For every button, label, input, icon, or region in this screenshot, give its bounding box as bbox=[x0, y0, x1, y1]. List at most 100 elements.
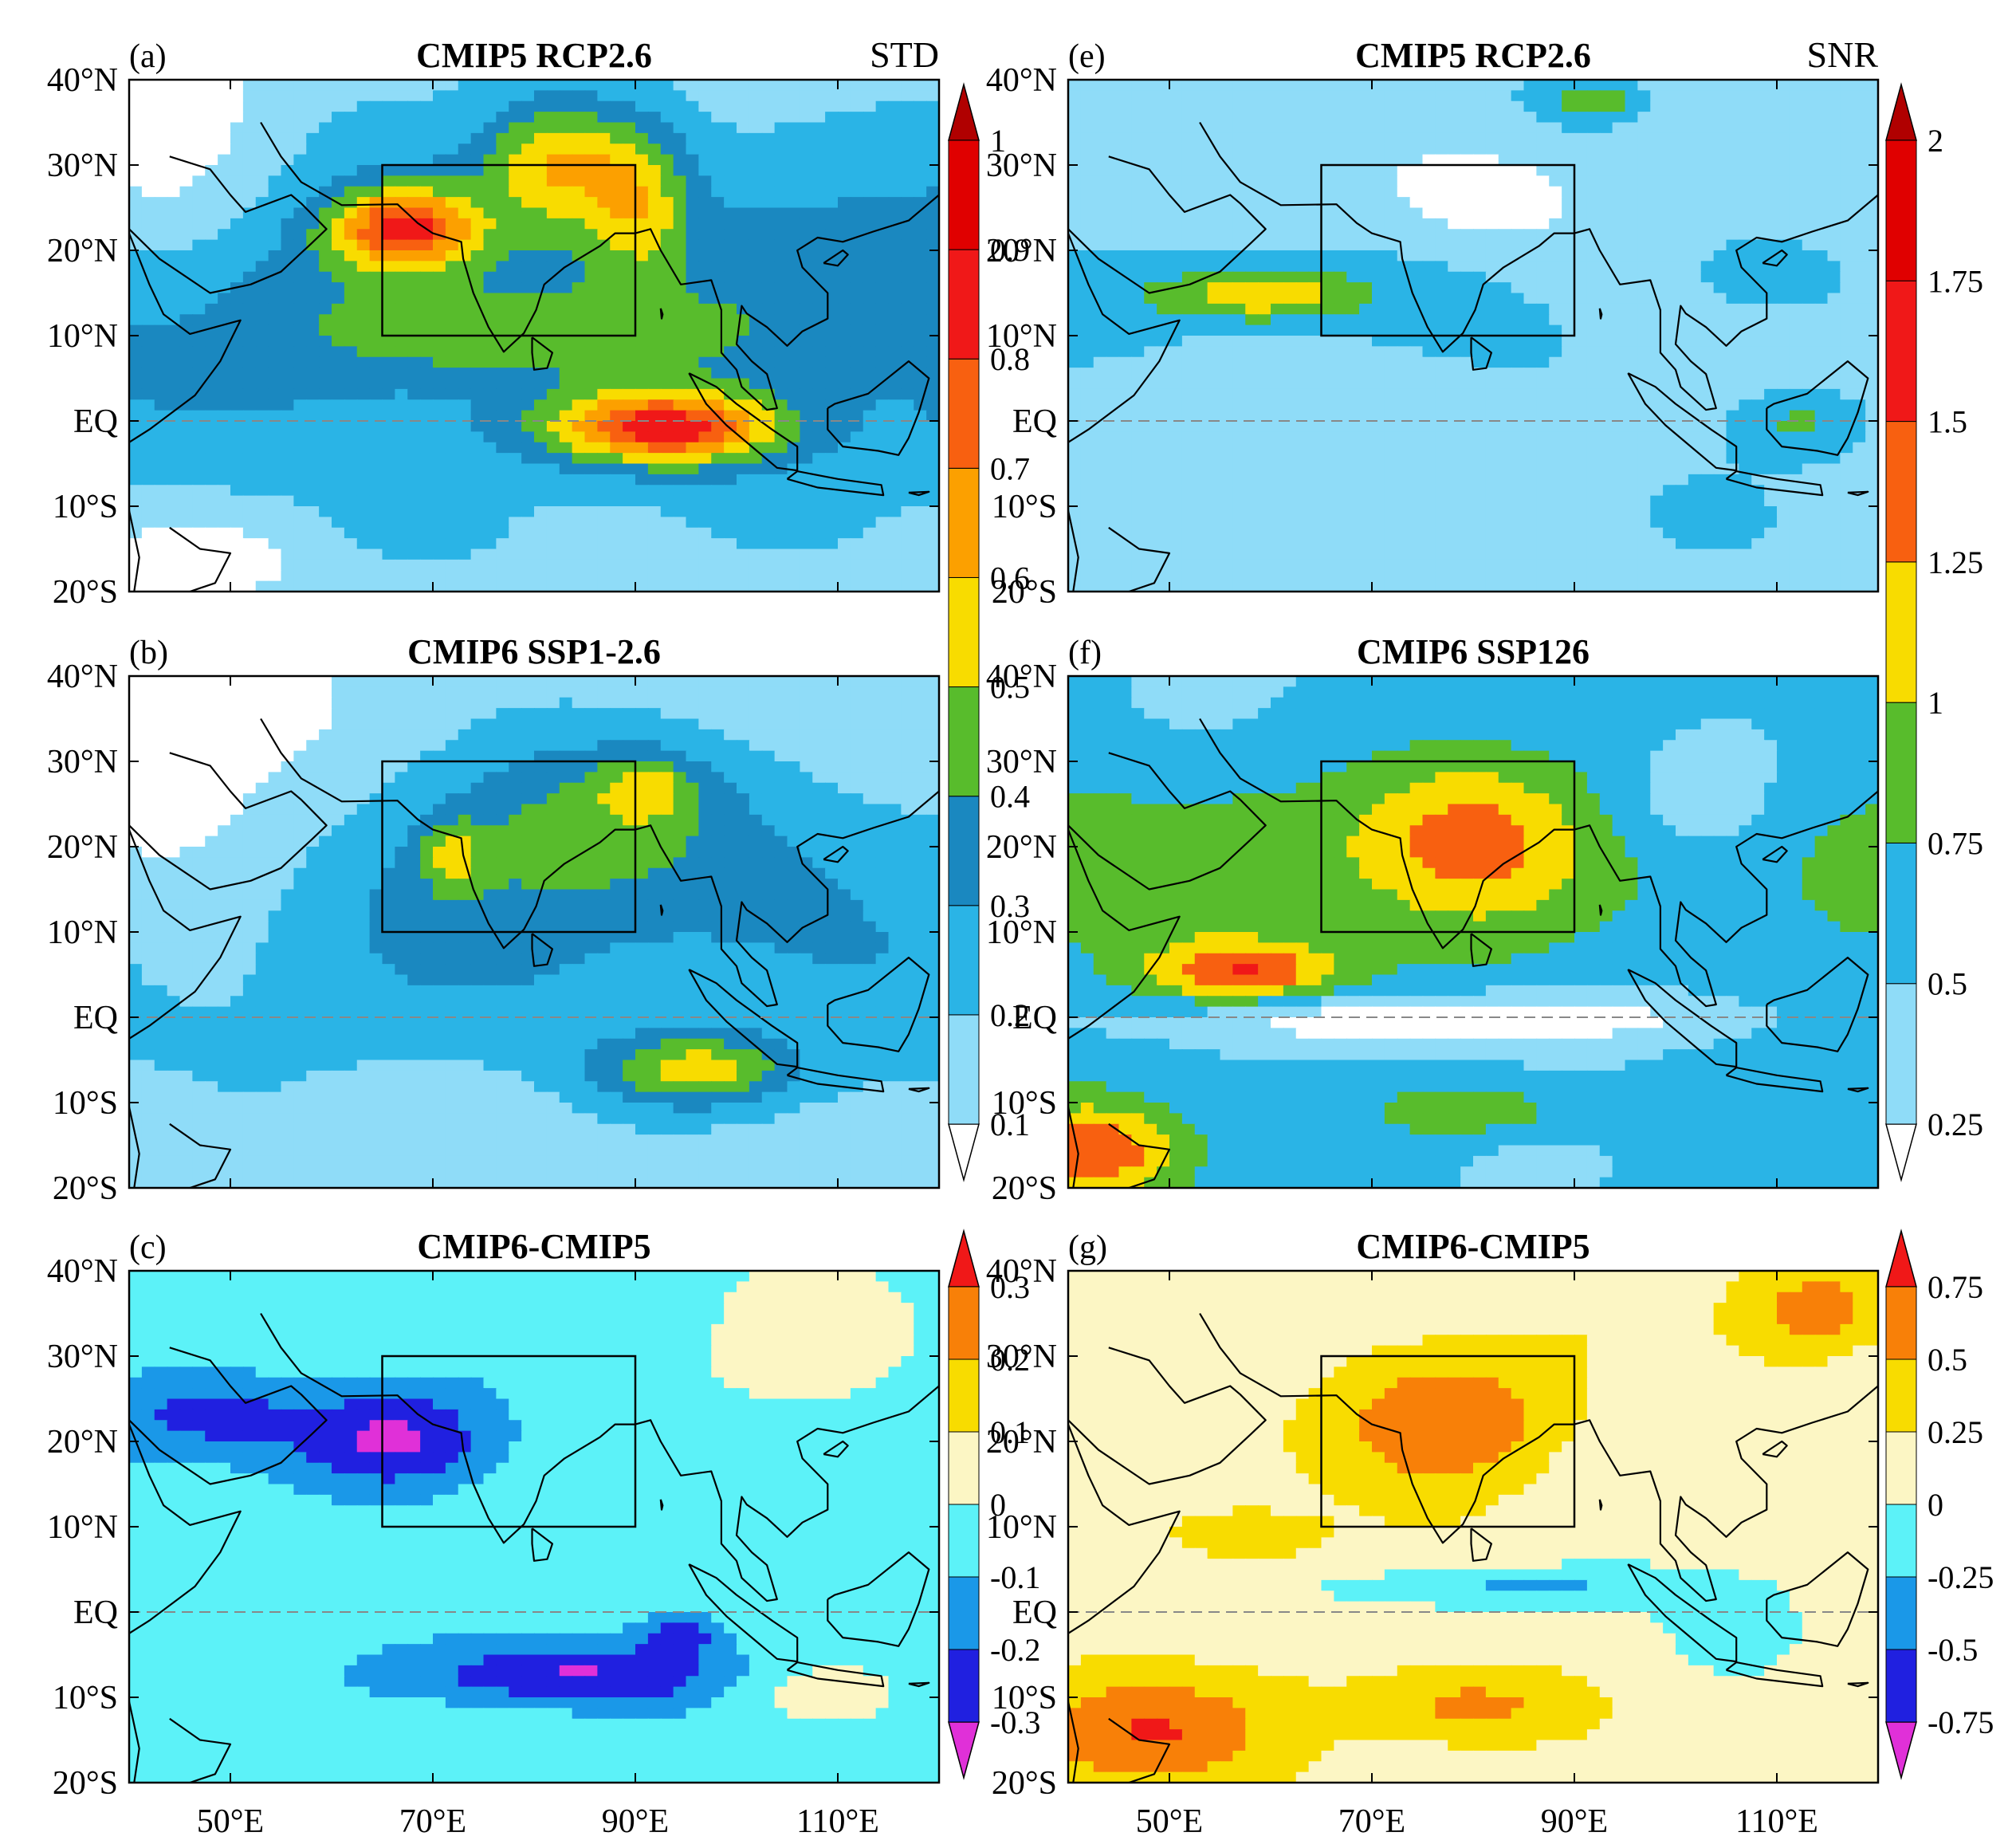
heatmap-cell bbox=[458, 122, 472, 134]
heatmap-cell bbox=[218, 399, 231, 411]
heatmap-cell bbox=[281, 218, 295, 230]
heatmap-cell bbox=[141, 697, 155, 709]
heatmap-cell bbox=[584, 495, 599, 507]
heatmap-cell bbox=[458, 378, 472, 390]
heatmap-cell bbox=[483, 718, 497, 730]
heatmap-cell bbox=[686, 676, 700, 688]
heatmap-cell bbox=[470, 772, 485, 784]
heatmap-cell bbox=[597, 399, 611, 411]
heatmap-cell bbox=[610, 261, 623, 273]
heatmap-cell bbox=[230, 399, 244, 411]
heatmap-cell bbox=[242, 474, 257, 486]
heatmap-cell bbox=[635, 814, 649, 827]
heatmap-cell bbox=[572, 239, 586, 251]
heatmap-cell bbox=[686, 324, 700, 336]
heatmap-cell bbox=[711, 261, 725, 273]
heatmap-cell bbox=[787, 889, 801, 901]
heatmap-cell bbox=[737, 867, 750, 879]
heatmap-cell bbox=[875, 410, 890, 422]
heatmap-cell bbox=[623, 974, 636, 986]
heatmap-cell bbox=[407, 261, 421, 273]
heatmap-cell bbox=[407, 463, 421, 475]
heatmap-cell bbox=[192, 368, 206, 379]
heatmap-cell bbox=[737, 282, 750, 294]
heatmap-cell bbox=[509, 857, 522, 869]
heatmap-cell bbox=[610, 697, 623, 709]
heatmap-cell bbox=[255, 144, 269, 155]
heatmap-cell bbox=[255, 517, 269, 529]
heatmap-cell bbox=[483, 570, 497, 582]
heatmap-cell bbox=[673, 165, 687, 177]
heatmap-cell bbox=[420, 421, 434, 433]
heatmap-cell bbox=[255, 814, 269, 827]
heatmap-cell bbox=[230, 932, 244, 944]
heatmap-cell bbox=[218, 165, 231, 177]
heatmap-cell bbox=[356, 580, 371, 592]
heatmap-cell bbox=[332, 410, 345, 422]
heatmap-cell bbox=[673, 517, 687, 529]
heatmap-cell bbox=[255, 804, 269, 816]
heatmap-cell bbox=[863, 538, 877, 550]
heatmap-cell bbox=[787, 697, 801, 709]
heatmap-cell bbox=[546, 122, 560, 134]
heatmap-cell bbox=[863, 942, 877, 954]
heatmap-cell bbox=[268, 474, 282, 486]
heatmap-cell bbox=[458, 708, 472, 720]
heatmap-cell bbox=[724, 410, 737, 422]
heatmap-cell bbox=[914, 239, 927, 251]
heatmap-cell bbox=[470, 303, 485, 316]
heatmap-cell bbox=[875, 229, 890, 241]
heatmap-cell bbox=[838, 218, 851, 230]
heatmap-cell bbox=[344, 772, 358, 784]
heatmap-cell bbox=[914, 910, 927, 922]
heatmap-cell bbox=[610, 399, 623, 411]
heatmap-cell bbox=[572, 740, 586, 752]
heatmap-cell bbox=[382, 474, 396, 486]
heatmap-cell bbox=[749, 836, 763, 847]
heatmap-cell bbox=[344, 921, 358, 933]
heatmap-cell bbox=[825, 282, 839, 294]
heatmap-cell bbox=[635, 442, 649, 454]
heatmap-cell bbox=[673, 324, 687, 336]
heatmap-cell bbox=[534, 910, 548, 922]
heatmap-cell bbox=[255, 495, 269, 507]
heatmap-cell bbox=[597, 804, 611, 816]
heatmap-cell bbox=[470, 336, 485, 348]
heatmap-cell bbox=[509, 814, 522, 827]
heatmap-cell bbox=[470, 836, 485, 847]
heatmap-cell bbox=[761, 100, 776, 112]
heatmap-cell bbox=[623, 261, 636, 273]
heatmap-cell bbox=[888, 250, 902, 262]
heatmap-cell bbox=[572, 857, 586, 869]
heatmap-cell bbox=[319, 495, 332, 507]
heatmap-cell bbox=[192, 708, 206, 720]
heatmap-cell bbox=[546, 431, 560, 443]
heatmap-cell bbox=[483, 100, 497, 112]
heatmap-cell bbox=[218, 708, 231, 720]
heatmap-cell bbox=[711, 570, 725, 582]
heatmap-cell bbox=[230, 463, 244, 475]
heatmap-cell bbox=[445, 708, 459, 720]
heatmap-cell bbox=[761, 527, 776, 539]
heatmap-cell bbox=[774, 485, 788, 497]
heatmap-cell bbox=[572, 368, 586, 379]
heatmap-cell bbox=[420, 207, 434, 219]
heatmap-cell bbox=[787, 506, 801, 518]
heatmap-cell bbox=[914, 686, 927, 698]
heatmap-cell bbox=[749, 474, 763, 486]
heatmap-cell bbox=[205, 899, 218, 912]
heatmap-cell bbox=[534, 165, 548, 177]
heatmap-cell bbox=[141, 388, 155, 401]
heatmap-cell bbox=[787, 431, 801, 443]
heatmap-cell bbox=[825, 80, 839, 92]
heatmap-cell bbox=[268, 356, 282, 368]
heatmap-cell bbox=[344, 559, 358, 572]
heatmap-cell bbox=[509, 772, 522, 784]
heatmap-cell bbox=[167, 421, 181, 433]
heatmap-cell bbox=[623, 175, 636, 187]
heatmap-cell bbox=[369, 527, 383, 539]
heatmap-cell bbox=[850, 538, 864, 550]
heatmap-cell bbox=[572, 356, 586, 368]
heatmap-cell bbox=[395, 847, 409, 859]
heatmap-cell bbox=[888, 804, 902, 816]
